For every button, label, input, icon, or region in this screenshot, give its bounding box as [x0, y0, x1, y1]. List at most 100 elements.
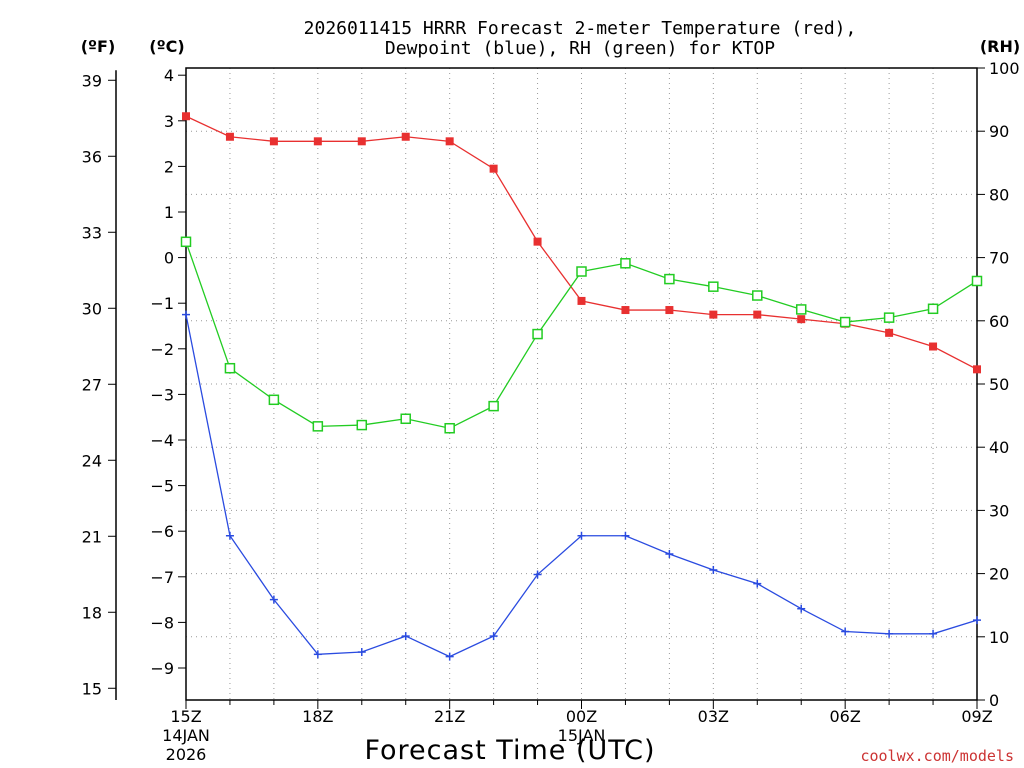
dewpoint-point — [621, 531, 630, 540]
rh-point — [927, 303, 939, 315]
rh-tick-label: 80 — [989, 185, 1009, 204]
temperature-point — [753, 310, 762, 319]
dewpoint-point — [577, 531, 586, 540]
dewpoint-point — [885, 629, 894, 638]
temperature-point — [313, 137, 322, 146]
temperature-point — [577, 296, 586, 305]
dewpoint-point — [973, 616, 981, 625]
temperature-point — [797, 315, 806, 324]
x-tick-label: 03Z — [698, 707, 729, 726]
rh-point — [356, 419, 368, 431]
rh-point — [180, 236, 192, 248]
celsius-tick-label: 0 — [164, 249, 174, 268]
rh-point — [444, 422, 455, 434]
dewpoint-point — [313, 650, 322, 659]
celsius-unit-label: (ºC) — [149, 37, 184, 56]
rh-point — [400, 413, 411, 425]
temperature-point — [885, 328, 894, 337]
celsius-tick-label: −1 — [150, 294, 174, 313]
dewpoint-point — [401, 632, 410, 641]
celsius-tick-label: −4 — [150, 431, 174, 450]
celsius-tick-label: −8 — [150, 613, 174, 632]
celsius-tick-label: 1 — [164, 203, 174, 222]
celsius-tick-label: 3 — [164, 112, 174, 131]
rh-unit-label: (RH) — [980, 37, 1020, 56]
dewpoint-point — [797, 604, 806, 613]
temperature-point — [709, 310, 718, 319]
rh-point — [488, 400, 499, 412]
rh-point — [268, 394, 280, 406]
x-tick-label: 21Z — [434, 707, 465, 726]
celsius-tick-label: −6 — [150, 522, 174, 541]
dewpoint-point — [665, 550, 674, 558]
temperature-point — [665, 306, 674, 315]
x-tick-label: 00Z — [566, 707, 597, 726]
celsius-tick-label: −2 — [150, 340, 174, 359]
dewpoint-point — [929, 629, 938, 638]
rh-tick-label: 50 — [989, 375, 1009, 394]
x-tick-label: 18Z — [302, 707, 333, 726]
fahrenheit-tick-label: 30 — [82, 299, 102, 318]
temperature-point — [357, 137, 366, 146]
rh-point — [708, 281, 719, 292]
rh-point — [664, 273, 675, 285]
temperature-point — [269, 137, 278, 146]
dewpoint-point — [533, 570, 542, 579]
rh-tick-label: 10 — [989, 628, 1009, 647]
rh-tick-label: 40 — [989, 438, 1009, 457]
rh-tick-label: 30 — [989, 501, 1009, 520]
fahrenheit-tick-label: 33 — [82, 223, 102, 242]
temperature-point — [401, 132, 410, 141]
rh-point — [752, 290, 763, 301]
rh-tick-label: 90 — [989, 122, 1009, 141]
fahrenheit-tick-label: 27 — [82, 375, 102, 394]
fahrenheit-tick-label: 15 — [82, 679, 102, 698]
temperature-point — [182, 112, 190, 121]
temperature-point — [489, 164, 498, 173]
x-tick-label: 06Z — [830, 707, 861, 726]
fahrenheit-tick-label: 24 — [82, 451, 102, 470]
dewpoint-point — [709, 565, 718, 574]
dewpoint-point — [269, 595, 278, 604]
axes-layer: 43210−1−2−3−4−5−6−7−8−939363330272421181… — [82, 59, 1020, 764]
chart-title-line1: 2026011415 HRRR Forecast 2-meter Tempera… — [304, 18, 857, 39]
rh-tick-label: 70 — [989, 249, 1009, 268]
celsius-tick-label: 2 — [164, 157, 174, 176]
temperature-point — [621, 306, 630, 315]
rh-point — [971, 275, 983, 287]
dewpoint-line — [185, 314, 978, 658]
celsius-tick-label: −7 — [150, 568, 174, 587]
temperature-line — [185, 115, 978, 370]
celsius-tick-label: 4 — [164, 66, 174, 85]
x-tick-label: 15Z — [170, 707, 201, 726]
chart-title-line2: Dewpoint (blue), RH (green) for KTOP — [385, 38, 775, 59]
fahrenheit-tick-label: 21 — [82, 527, 102, 546]
fahrenheit-unit-label: (ºF) — [81, 37, 116, 56]
rh-point — [620, 258, 631, 269]
dewpoint-point — [225, 531, 234, 540]
fahrenheit-tick-label: 36 — [82, 147, 102, 166]
x-tick-label: 09Z — [961, 707, 992, 726]
rh-tick-label: 20 — [989, 565, 1009, 584]
x-axis-label: Forecast Time (UTC) — [364, 735, 655, 766]
credit-label: coolwx.com/models — [860, 747, 1014, 765]
rh-point — [312, 421, 324, 432]
dewpoint-point — [445, 652, 454, 661]
dewpoint-point — [182, 310, 190, 319]
rh-tick-label: 100 — [989, 59, 1020, 78]
rh-point — [576, 266, 587, 277]
grid-layer — [186, 68, 977, 700]
temperature-point — [973, 365, 981, 374]
rh-point — [839, 316, 851, 328]
celsius-tick-label: −9 — [150, 659, 174, 678]
x-tick-date-label: 15JAN — [558, 726, 606, 745]
rh-tick-label: 0 — [989, 691, 999, 710]
fahrenheit-tick-label: 18 — [82, 603, 102, 622]
dewpoint-point — [357, 648, 366, 657]
celsius-tick-label: −3 — [150, 385, 174, 404]
x-tick-year-label: 2026 — [166, 745, 207, 764]
temperature-point — [929, 342, 938, 351]
x-tick-date-label: 14JAN — [162, 726, 210, 745]
dewpoint-point — [753, 579, 762, 588]
